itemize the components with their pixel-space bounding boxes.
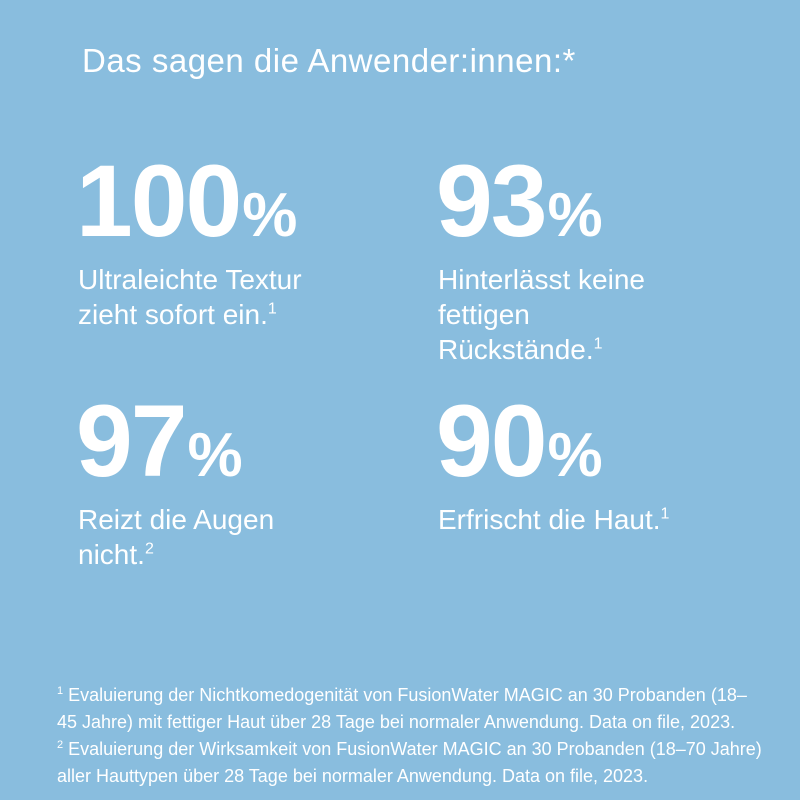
stat-value: 97 bbox=[76, 384, 187, 498]
stat-description-text: Erfrischt die Haut. bbox=[438, 504, 661, 535]
footnote-1: 1 Evaluierung der Nichtkomedogenität von… bbox=[57, 682, 762, 736]
stat-description-text: Ultraleichte Textur zieht sofort ein. bbox=[78, 264, 302, 330]
footnotes: 1 Evaluierung der Nichtkomedogenität von… bbox=[57, 682, 762, 790]
stat-card-texture: 100% Ultraleichte Textur zieht sofort ei… bbox=[76, 150, 406, 332]
stat-number: 93% bbox=[436, 150, 766, 252]
footnote-2: 2 Evaluierung der Wirksamkeit von Fusion… bbox=[57, 736, 762, 790]
percent-sign: % bbox=[547, 421, 603, 490]
footnote-ref-superscript: 2 bbox=[144, 540, 154, 558]
stat-value: 93 bbox=[436, 144, 547, 258]
stat-description: Reizt die Augen nicht.2 bbox=[78, 502, 406, 572]
percent-sign: % bbox=[547, 181, 603, 250]
stat-description-text: Hinterlässt keine fettigen Rückstände. bbox=[438, 264, 645, 365]
stat-description: Erfrischt die Haut.1 bbox=[438, 502, 766, 537]
stat-card-refresh: 90% Erfrischt die Haut.1 bbox=[436, 390, 766, 537]
stat-description: Hinterlässt keine fettigen Rückstände.1 bbox=[438, 262, 766, 367]
stat-value: 90 bbox=[436, 384, 547, 498]
footnote-ref-superscript: 1 bbox=[593, 335, 603, 353]
footnote-text: Evaluierung der Wirksamkeit von FusionWa… bbox=[57, 739, 762, 786]
footnote-ref-superscript: 1 bbox=[660, 505, 670, 523]
stat-description-text: Reizt die Augen nicht. bbox=[78, 504, 275, 570]
stat-value: 100 bbox=[76, 144, 242, 258]
stat-card-eyes: 97% Reizt die Augen nicht.2 bbox=[76, 390, 406, 572]
footnote-ref-superscript: 1 bbox=[267, 300, 277, 318]
percent-sign: % bbox=[187, 421, 243, 490]
footnote-marker: 2 bbox=[57, 739, 64, 751]
stat-number: 90% bbox=[436, 390, 766, 492]
page-title: Das sagen die Anwender:innen:* bbox=[82, 42, 576, 79]
percent-sign: % bbox=[242, 181, 298, 250]
stat-card-residue: 93% Hinterlässt keine fettigen Rückständ… bbox=[436, 150, 766, 367]
footnote-marker: 1 bbox=[57, 685, 64, 697]
footnote-text: Evaluierung der Nichtkomedogenität von F… bbox=[57, 685, 747, 732]
stat-number: 100% bbox=[76, 150, 406, 252]
stat-number: 97% bbox=[76, 390, 406, 492]
stat-description: Ultraleichte Textur zieht sofort ein.1 bbox=[78, 262, 406, 332]
